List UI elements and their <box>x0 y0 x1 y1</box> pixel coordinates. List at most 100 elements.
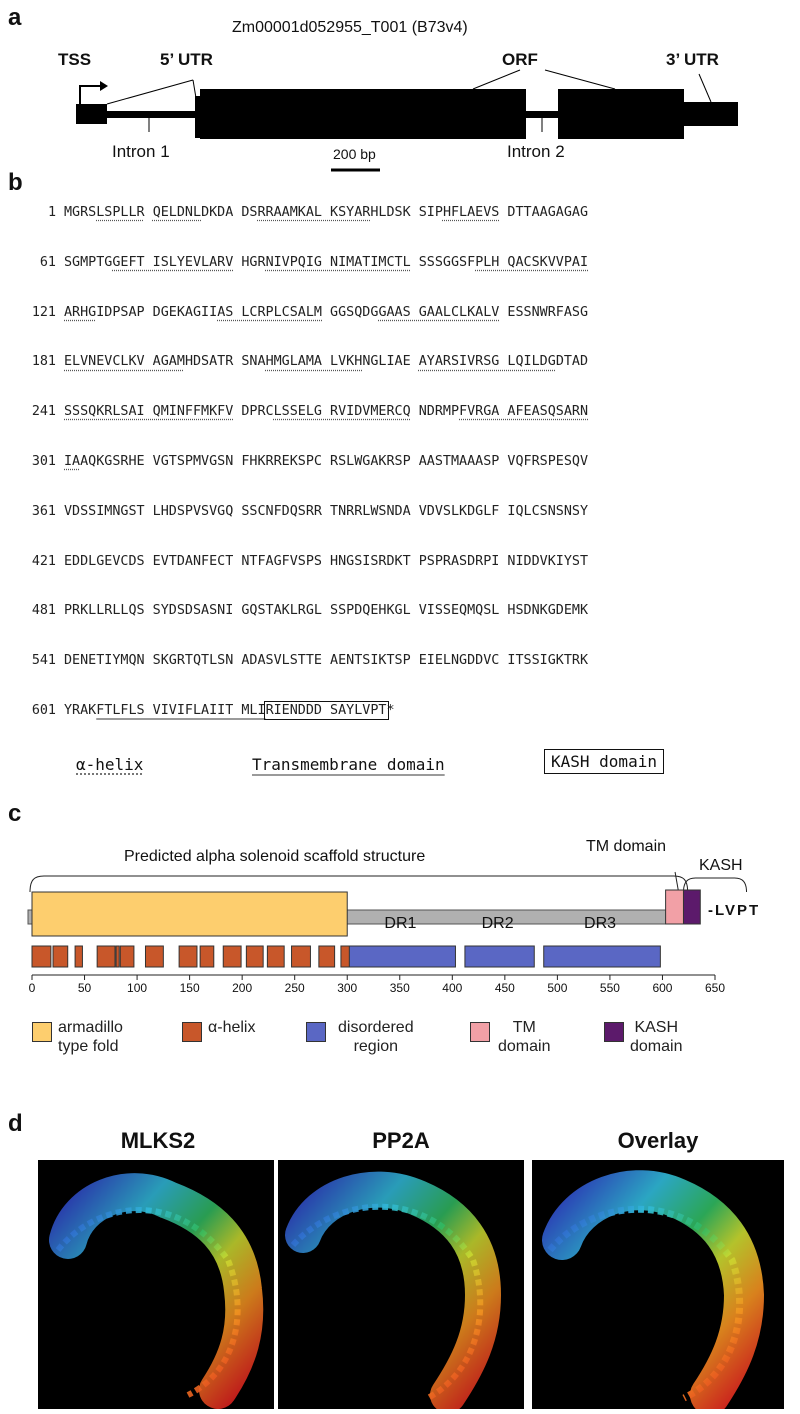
tm-domain-label: TM domain <box>586 838 667 855</box>
gene-model-diagram <box>76 69 738 172</box>
sequence-row: 241 SSSQKRLSAI QMINFFMKFV DPRCLSSELG RVID… <box>0 404 588 419</box>
scale-label: 200 bp <box>333 146 376 162</box>
sequence-segment: * <box>386 703 395 718</box>
legend-helix-c: α-helix <box>208 1019 256 1036</box>
sequence-position: 421 <box>31 553 56 569</box>
sequence-position: 541 <box>31 653 56 669</box>
sequence-helix-segment: HMGLAMA LVKH <box>265 354 363 370</box>
axis-tick-label: 200 <box>232 981 253 995</box>
sequence-segment: NGLIAE <box>362 354 419 370</box>
legend-kash-c: KASH domain <box>630 1019 683 1055</box>
kash-domain-block <box>682 889 701 925</box>
helix-block <box>199 945 215 968</box>
axis-tick-label: 650 <box>704 981 726 995</box>
axis-tick-label: 450 <box>494 981 515 995</box>
helix-block <box>222 945 242 968</box>
axis-tick-label: 400 <box>442 981 463 995</box>
sequence-helix-segment: AS LCRPLCSALM <box>217 304 322 320</box>
sequence-segment: YRAK <box>64 703 97 718</box>
sequence-position: 481 <box>31 603 56 619</box>
axis-tick-label: 550 <box>599 981 620 995</box>
transcript-title: Zm00001d052955_T001 (B73v4) <box>232 19 468 36</box>
disordered-region-block <box>543 945 661 968</box>
sequence-helix-segment: ARHG <box>64 304 97 320</box>
sequence-segment: HLDSK SIP <box>370 205 443 220</box>
panel-b-protein-sequence: b 1 MGRSLSPLLR QELDNLDKDA DSRRAAMKAL KSYA… <box>0 169 800 805</box>
sequence-segment: PRKLLRLLQS SYDSDSASNI GQSTAKLRGL SSPDQEH… <box>64 603 589 619</box>
legend-kash: KASH domain <box>544 749 664 774</box>
dr1-label: DR1 <box>384 915 417 932</box>
sequence-position: 61 <box>39 254 56 270</box>
helix-block <box>52 945 69 968</box>
sequence-segment: SGMPTG <box>64 254 113 270</box>
protein-ribbon-overlay <box>542 1170 765 1414</box>
sequence-helix-segment: GAAS GAALCLKALV <box>378 304 500 320</box>
helix-block <box>178 945 198 968</box>
helix-block <box>291 945 311 968</box>
sequence-segment: NDRMP <box>410 404 460 420</box>
sequence-segment: ESSNWRFASG <box>499 304 589 320</box>
exon-3-utr <box>684 102 738 126</box>
sequence-helix-segment: SSSQKRLSAI QMINFFMKFV <box>64 404 234 420</box>
sequence-segment: GGSQDG <box>322 304 379 320</box>
axis-tick-label: 300 <box>337 981 358 995</box>
panel-letter-a: a <box>8 4 22 31</box>
disordered-region-block <box>464 945 535 968</box>
exon-1 <box>76 104 107 124</box>
sequence-position: 601 <box>31 703 56 718</box>
title-overlay: Overlay <box>617 1128 699 1153</box>
sequence-segment: SSSGGSF <box>410 254 476 270</box>
sequence-segment: DKDA DS <box>201 205 258 220</box>
motif-label: -LVPT <box>708 902 761 919</box>
helix-block <box>74 945 83 968</box>
armadillo-fold-block <box>31 891 348 937</box>
sequence-segment: HGR <box>233 254 266 270</box>
sequence-helix-segment: GEFT ISLYEVLARV <box>112 254 234 270</box>
legend-helix: α-helix <box>76 755 144 774</box>
protein-ribbon-pp2a <box>285 1171 502 1413</box>
helix-block <box>119 945 135 968</box>
sequence-tm-segment: FTLFLS VIVIFLAIIT MLI <box>96 703 266 718</box>
legend-armadillo: armadillo type fold <box>58 1019 123 1055</box>
sequence-segment: DENETIYMQN SKGRTQTLSN ADASVLSTTE AENTSIK… <box>64 653 589 669</box>
dr3-label: DR3 <box>584 915 617 932</box>
sequence-kash-segment: RIENDDD SAYLVPT <box>263 701 389 720</box>
sequence-segment: DTTAAGAGAG <box>499 205 589 220</box>
helix-block <box>266 945 285 968</box>
sequence-row: 481 PRKLLRLLQS SYDSDSASNI GQSTAKLRGL SSPD… <box>0 603 588 618</box>
exon-2-orf <box>200 89 526 139</box>
scaffold-label: Predicted alpha solenoid scaffold struct… <box>124 848 426 865</box>
utr3-label: 3’ UTR <box>666 50 719 69</box>
legend-swatch-disordered <box>306 1022 326 1042</box>
dr2-label: DR2 <box>481 915 514 932</box>
utr5-line-left <box>106 79 194 105</box>
sequence-row: 301 IAAQKGSRHE VGTSPMVGSN FHKRREKSPC RSLW… <box>0 454 588 469</box>
intron-2-label: Intron 2 <box>507 142 565 161</box>
title-pp2a: PP2A <box>372 1128 430 1153</box>
sequence-segment: IDPSAP DGEKAGII <box>96 304 218 320</box>
axis-tick-label: 50 <box>77 981 92 995</box>
panel-c-domain-map: c Predicted alpha solenoid scaffold stru… <box>0 800 800 1108</box>
panel-letter-d: d <box>8 1110 23 1137</box>
structure-image-pp2a <box>278 1160 524 1413</box>
axis-tick-label: 0 <box>28 981 36 995</box>
legend-tm: TM domain <box>498 1019 551 1055</box>
sequence-position: 121 <box>31 304 56 320</box>
axis-tick-label: 600 <box>652 981 673 995</box>
sequence-row: 361 VDSSIMNGST LHDSPVSVGQ SSCNFDQSRR TNRR… <box>0 504 588 519</box>
sequence-position: 361 <box>31 503 56 519</box>
legend-swatch-tm <box>470 1022 490 1042</box>
exon-2-utr <box>195 96 203 138</box>
sequence-row: 181 ELVNEVCLKV AGAMHDSATR SNAHMGLAMA LVKH… <box>0 354 588 369</box>
sequence-helix-segment: FVRGA AFEASQSARN <box>459 404 589 420</box>
sequence-segment: AQKGSRHE VGTSPMVGSN FHKRREKSPC RSLWGAKRS… <box>80 454 589 469</box>
helix-block <box>318 945 336 968</box>
protein-ribbon-mlks2 <box>49 1173 264 1409</box>
helix-block <box>144 945 164 968</box>
legend-swatch-helix <box>182 1022 202 1042</box>
title-mlks2: MLKS2 <box>120 1128 196 1153</box>
axis-tick-label: 250 <box>284 981 305 995</box>
disordered-region-block <box>348 945 456 968</box>
sequence-row: 1 MGRSLSPLLR QELDNLDKDA DSRRAAMKAL KSYARH… <box>0 205 588 220</box>
intron-1-line <box>107 111 195 118</box>
